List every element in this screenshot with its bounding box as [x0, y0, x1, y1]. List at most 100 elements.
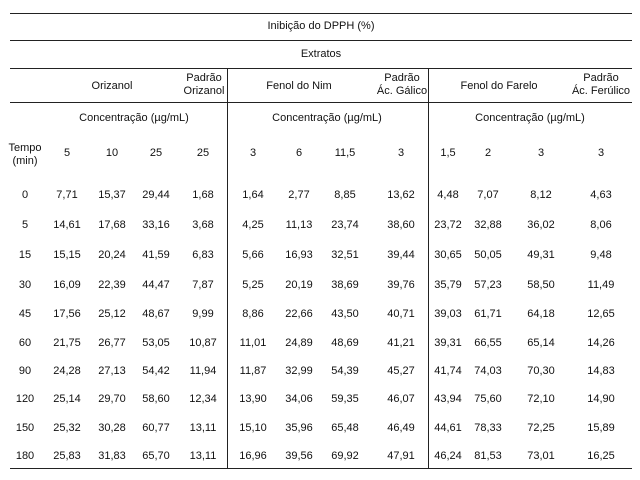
- time-cell: 45: [18, 308, 32, 320]
- std-line-2: Orizanol: [183, 85, 225, 97]
- value-cell: 5,66: [242, 249, 264, 261]
- value-cell: 57,23: [474, 279, 502, 291]
- time-cell: 0: [21, 189, 29, 201]
- value-cell: 13,11: [189, 450, 217, 462]
- value-cell: 14,83: [587, 365, 615, 377]
- value-cell: 14,26: [587, 337, 615, 349]
- value-cell: 38,69: [331, 279, 359, 291]
- value-cell: 72,10: [527, 393, 555, 405]
- std-line-1: Padrão: [384, 72, 420, 84]
- value-cell: 46,49: [387, 422, 415, 434]
- value-cell: 41,74: [434, 365, 462, 377]
- value-cell: 25,32: [53, 422, 81, 434]
- value-cell: 25,14: [53, 393, 81, 405]
- value-cell: 15,37: [98, 189, 126, 201]
- value-cell: 25,12: [98, 308, 126, 320]
- value-cell: 69,92: [331, 450, 359, 462]
- concentration-value: 10: [105, 147, 119, 159]
- value-cell: 66,55: [474, 337, 502, 349]
- value-cell: 40,71: [387, 308, 415, 320]
- extracts-heading: Extratos: [300, 48, 342, 60]
- value-cell: 23,74: [331, 219, 359, 231]
- value-cell: 12,65: [587, 308, 615, 320]
- value-cell: 39,76: [387, 279, 415, 291]
- value-cell: 65,48: [331, 422, 359, 434]
- value-cell: 15,89: [587, 422, 615, 434]
- value-cell: 48,67: [142, 308, 170, 320]
- value-cell: 11,87: [239, 365, 267, 377]
- value-cell: 17,56: [53, 308, 81, 320]
- value-cell: 12,34: [189, 393, 217, 405]
- rule-bottom: [10, 468, 632, 469]
- value-cell: 47,91: [387, 450, 415, 462]
- value-cell: 22,39: [98, 279, 126, 291]
- value-cell: 11,13: [285, 219, 313, 231]
- time-header: Tempo (min): [8, 142, 41, 168]
- concentration-value: 3: [537, 147, 545, 159]
- value-cell: 16,93: [285, 249, 313, 261]
- value-cell: 70,30: [527, 365, 555, 377]
- value-cell: 73,01: [527, 450, 555, 462]
- value-cell: 1,68: [192, 189, 214, 201]
- value-cell: 32,88: [474, 219, 502, 231]
- value-cell: 65,70: [142, 450, 170, 462]
- value-cell: 8,06: [590, 219, 612, 231]
- value-cell: 61,71: [474, 308, 502, 320]
- value-cell: 44,61: [434, 422, 462, 434]
- time-cell: 15: [18, 249, 32, 261]
- value-cell: 81,53: [474, 450, 502, 462]
- value-cell: 15,15: [53, 249, 81, 261]
- value-cell: 4,63: [590, 189, 612, 201]
- value-cell: 13,62: [387, 189, 415, 201]
- concentration-value: 1,5: [440, 147, 456, 159]
- value-cell: 9,99: [192, 308, 214, 320]
- value-cell: 5,25: [242, 279, 264, 291]
- std-line-1: Padrão: [583, 72, 619, 84]
- value-cell: 11,01: [239, 337, 267, 349]
- value-cell: 10,87: [189, 337, 217, 349]
- group-nim-standard: Padrão Ác. Gálico: [377, 72, 427, 98]
- value-cell: 1,64: [242, 189, 264, 201]
- value-cell: 16,96: [239, 450, 267, 462]
- value-cell: 45,27: [387, 365, 415, 377]
- value-cell: 6,83: [192, 249, 214, 261]
- value-cell: 14,61: [53, 219, 81, 231]
- value-cell: 24,89: [285, 337, 313, 349]
- group-fenol-farelo: Fenol do Farelo: [460, 80, 538, 92]
- value-cell: 43,94: [434, 393, 462, 405]
- concentration-label-2: Concentração (µg/mL): [272, 112, 382, 124]
- value-cell: 59,35: [331, 393, 359, 405]
- value-cell: 30,65: [434, 249, 462, 261]
- group-orizanol-standard: Padrão Orizanol: [184, 72, 225, 98]
- value-cell: 46,24: [434, 450, 462, 462]
- value-cell: 48,69: [331, 337, 359, 349]
- value-cell: 21,75: [53, 337, 81, 349]
- time-cell: 90: [18, 365, 32, 377]
- value-cell: 60,77: [142, 422, 170, 434]
- value-cell: 65,14: [527, 337, 555, 349]
- value-cell: 58,50: [527, 279, 555, 291]
- value-cell: 50,05: [474, 249, 502, 261]
- concentration-value: 11,5: [334, 147, 356, 159]
- time-cell: 30: [18, 279, 32, 291]
- concentration-value: 2: [484, 147, 492, 159]
- value-cell: 78,33: [474, 422, 502, 434]
- value-cell: 31,83: [98, 450, 126, 462]
- value-cell: 4,25: [242, 219, 264, 231]
- value-cell: 2,77: [288, 189, 310, 201]
- value-cell: 7,71: [56, 189, 78, 201]
- value-cell: 39,56: [285, 450, 313, 462]
- value-cell: 49,31: [527, 249, 555, 261]
- value-cell: 39,31: [434, 337, 462, 349]
- value-cell: 23,72: [434, 219, 462, 231]
- value-cell: 39,44: [387, 249, 415, 261]
- value-cell: 33,16: [142, 219, 170, 231]
- value-cell: 20,19: [285, 279, 313, 291]
- value-cell: 3,68: [192, 219, 214, 231]
- time-header-line-1: Tempo: [8, 142, 42, 154]
- value-cell: 8,12: [530, 189, 552, 201]
- table-title: Inibição do DPPH (%): [267, 20, 375, 32]
- value-cell: 17,68: [98, 219, 126, 231]
- value-cell: 15,10: [239, 422, 267, 434]
- value-cell: 41,21: [387, 337, 415, 349]
